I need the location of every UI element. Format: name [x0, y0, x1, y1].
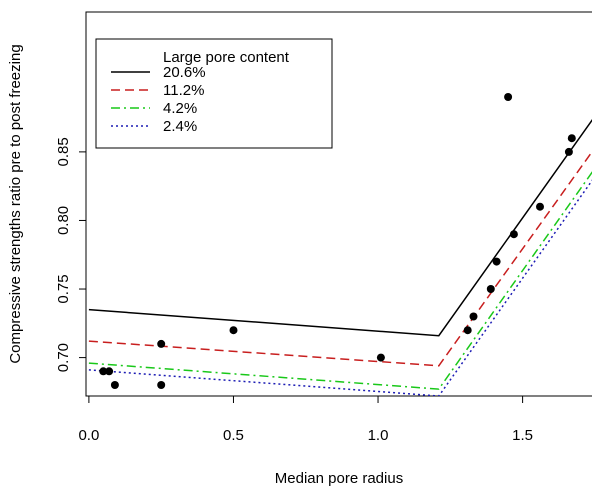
data-point [105, 367, 114, 376]
x-tick-label: 1.5 [512, 427, 533, 444]
legend-label: 4.2% [163, 100, 197, 117]
y-tick-label: 0.75 [55, 274, 72, 303]
data-point [536, 202, 544, 211]
data-point [229, 326, 238, 335]
plot-box [85, 11, 592, 397]
series-line-4-2- [88, 171, 592, 390]
data-point [492, 257, 501, 266]
data-point [509, 230, 518, 239]
data-point [463, 326, 472, 335]
y-tick-label: 0.85 [55, 137, 72, 166]
data-point [157, 381, 166, 389]
series-line-11-2- [88, 150, 592, 367]
data-point [376, 353, 385, 362]
x-tick-label: 0.5 [223, 427, 244, 444]
legend-label: 11.2% [163, 82, 204, 99]
series-layer [88, 118, 592, 396]
legend-box [95, 38, 333, 149]
x-tick-label: 1.0 [368, 427, 389, 444]
data-point [110, 381, 119, 389]
points-layer [99, 93, 576, 389]
series-line-2-4- [88, 179, 592, 396]
data-point [99, 367, 108, 376]
data-point [469, 312, 478, 321]
legend-title: Large pore content [163, 49, 290, 66]
legend-label: 2.4% [163, 118, 197, 135]
y-tick-label: 0.80 [55, 206, 72, 235]
y-tick-label: 0.70 [55, 343, 72, 372]
legend-label: 20.6% [163, 64, 206, 81]
y-axis-title: Compressive strengths ratio pre to post … [7, 44, 24, 363]
series-line-20-6- [88, 118, 592, 337]
x-tick-label: 0.0 [78, 427, 99, 444]
data-point [504, 93, 513, 101]
data-point [486, 285, 495, 293]
data-point [567, 134, 576, 143]
plot-frame [85, 11, 592, 397]
data-point [157, 339, 166, 348]
axes-layer: 0.0 0.5 1.0 1.5 0.70 0.75 0.80 0.85 [55, 137, 533, 444]
data-point [564, 147, 573, 156]
x-axis-title: Median pore radius [275, 470, 403, 487]
